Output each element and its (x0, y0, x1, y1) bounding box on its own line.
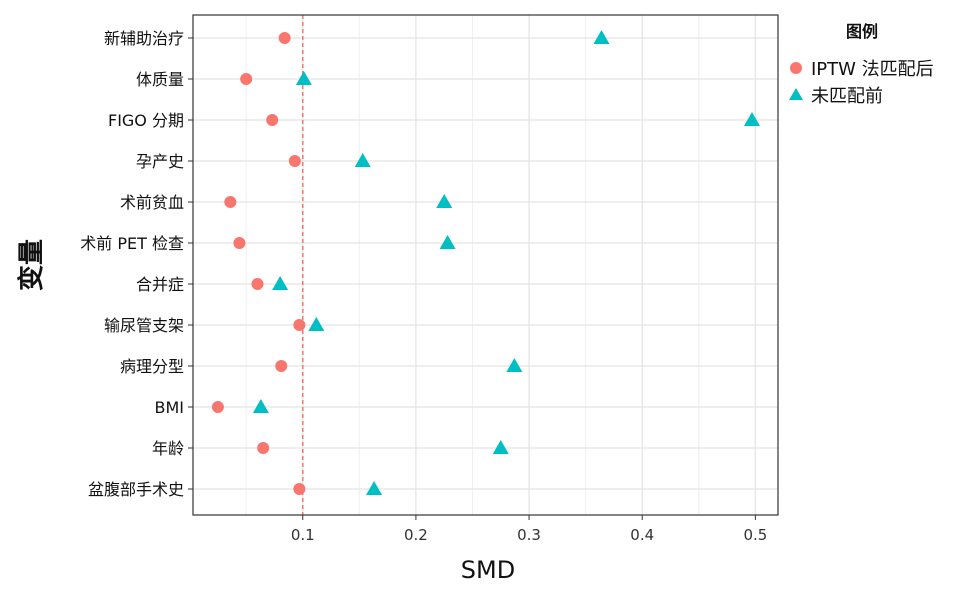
plot-frame (192, 14, 779, 516)
y-tick-label: 体质量 (136, 70, 184, 89)
y-tick-label: 合并症 (136, 275, 184, 294)
point-iptw (251, 278, 264, 290)
plot-background (193, 15, 778, 515)
point-unmatched (295, 71, 312, 85)
point-unmatched (593, 30, 610, 44)
point-unmatched (354, 153, 371, 167)
x-tick-label: 0.1 (291, 526, 315, 544)
y-axis-label: 变量 (16, 239, 47, 291)
x-tick-label: 0.4 (630, 526, 654, 544)
point-iptw (224, 196, 237, 208)
point-iptw (275, 360, 288, 372)
point-iptw (278, 32, 291, 44)
y-tick-label: 病理分型 (120, 357, 184, 376)
point-iptw (257, 442, 270, 454)
legend-title: 图例 (846, 22, 878, 41)
point-unmatched (272, 276, 289, 290)
y-tick-label: 孕产史 (136, 152, 184, 171)
point-iptw (233, 237, 246, 249)
y-tick-label: 术前 PET 检查 (80, 234, 184, 253)
y-tick-label: 年龄 (152, 439, 184, 458)
point-unmatched (743, 112, 760, 126)
legend-triangle-marker (789, 88, 803, 100)
point-unmatched (506, 358, 523, 372)
legend-circle-marker (790, 62, 802, 74)
x-axis-label: SMD (461, 556, 515, 584)
point-unmatched (492, 440, 509, 454)
point-unmatched (252, 399, 269, 413)
point-iptw (293, 319, 306, 331)
y-tick-label: 输尿管支架 (104, 316, 184, 335)
y-tick-label: BMI (155, 398, 185, 417)
legend: 图例 IPTW 法匹配后 未匹配前 (789, 22, 934, 107)
y-tick-label: 术前贫血 (120, 193, 184, 212)
point-unmatched (366, 481, 383, 495)
point-unmatched (308, 317, 325, 331)
x-tick-label: 0.2 (404, 526, 428, 544)
legend-label-unmatched: 未匹配前 (811, 86, 883, 107)
point-iptw (288, 155, 301, 167)
x-tick-label: 0.3 (517, 526, 541, 544)
point-unmatched (436, 194, 453, 208)
legend-label-iptw: IPTW 法匹配后 (811, 59, 934, 80)
point-iptw (211, 401, 224, 413)
x-tick-label: 0.5 (743, 526, 767, 544)
point-iptw (266, 114, 279, 126)
point-iptw (240, 73, 253, 85)
y-tick-label: 盆腹部手术史 (88, 480, 184, 499)
point-unmatched (439, 235, 456, 249)
point-iptw (293, 483, 306, 495)
grid (193, 15, 778, 515)
y-tick-label: FIGO 分期 (108, 111, 184, 130)
data-marks (211, 30, 760, 495)
x-axis: 0.1 0.2 0.3 0.4 0.5 (291, 515, 767, 544)
y-tick-label: 新辅助治疗 (104, 29, 184, 48)
